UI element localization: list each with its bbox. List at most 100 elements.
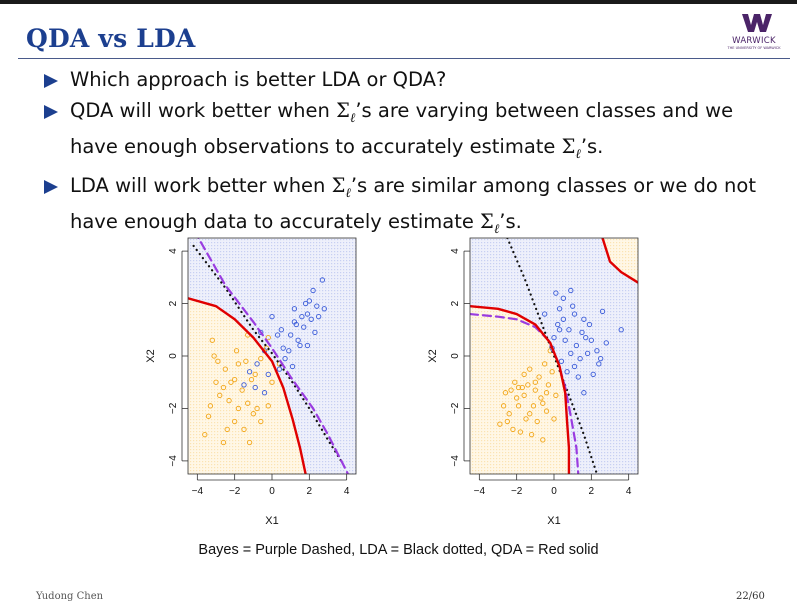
data-point-orange [508, 387, 514, 393]
data-point-orange [521, 371, 527, 378]
y-tick-label: 0 [168, 353, 179, 359]
data-point-orange [215, 358, 221, 364]
sigma-symbol: Σ [561, 135, 576, 158]
data-point-orange [207, 403, 214, 409]
data-point-orange [514, 395, 520, 401]
qda-boundary-red-solid-corner [601, 238, 638, 284]
title-divider [18, 58, 790, 59]
data-point-blue [553, 290, 559, 296]
top-bar [0, 0, 797, 4]
data-point-blue [299, 314, 305, 320]
data-point-orange [527, 411, 533, 417]
data-point-blue [304, 311, 311, 317]
data-point-blue [571, 363, 578, 370]
data-point-orange [235, 361, 242, 367]
data-point-orange [246, 439, 253, 446]
x-tick-label: 0 [269, 486, 275, 497]
data-point-orange [530, 403, 537, 409]
region-orange-corner [602, 238, 638, 283]
bullet-text: ’s are similar among classes or we do no… [70, 174, 756, 233]
data-point-blue [291, 306, 298, 312]
x-tick-label: 4 [344, 486, 350, 497]
data-point-blue [558, 358, 565, 364]
bullet-item: Which approach is better LDA or QDA? [44, 66, 784, 94]
data-point-orange [228, 379, 234, 385]
bullet-list: Which approach is better LDA or QDA? QDA… [44, 66, 784, 247]
data-point-orange [258, 418, 264, 425]
data-point-orange [517, 429, 524, 435]
data-point-orange [527, 366, 533, 372]
bullet-item: QDA will work better when Σℓ’s are varyi… [44, 97, 784, 169]
data-point-orange [551, 416, 557, 422]
left-panel-plot [188, 238, 356, 474]
y-axis-label: X2 [145, 349, 157, 362]
data-point-blue [306, 298, 312, 304]
y-tick-label: 0 [450, 353, 461, 359]
data-point-orange [549, 369, 555, 375]
data-point-orange [523, 416, 529, 422]
data-point-blue [288, 332, 294, 338]
region-orange [470, 306, 569, 474]
bullet-triangle-icon [44, 105, 58, 119]
data-point-orange [497, 421, 503, 427]
data-point-blue [246, 369, 253, 375]
data-point-orange [512, 379, 518, 385]
data-point-blue [297, 342, 303, 349]
footer-page-number: 22/60 [736, 591, 765, 602]
data-point-blue [584, 350, 591, 357]
data-point-blue [571, 311, 578, 317]
data-point-blue [566, 327, 572, 333]
data-point-blue [583, 334, 589, 341]
data-point-blue [269, 314, 275, 320]
bayes-boundary-purple-dashed [197, 238, 350, 474]
data-point-blue [302, 300, 309, 307]
y-tick-label: 2 [450, 300, 461, 306]
x-tick-label: −4 [474, 486, 486, 497]
data-point-orange [519, 384, 525, 391]
data-point-blue [304, 342, 311, 349]
data-point-blue [551, 334, 557, 341]
data-point-orange [536, 374, 542, 380]
slide-title: QDA vs LDA [26, 24, 196, 53]
data-point-orange [209, 337, 215, 343]
data-point-blue [265, 371, 271, 378]
y-tick-label: 4 [450, 248, 461, 254]
data-point-blue [312, 329, 318, 336]
sigma-symbol: Σ [336, 99, 350, 122]
data-point-blue [316, 314, 322, 320]
qda-boundary-red-solid [188, 297, 307, 474]
data-point-orange [245, 400, 251, 406]
data-point-orange [258, 355, 264, 362]
footer-author: Yudong Chen [36, 591, 104, 602]
data-point-blue [603, 340, 609, 346]
bullet-text: ’s. [499, 210, 522, 233]
data-point-blue [588, 337, 594, 343]
data-point-orange [222, 366, 228, 372]
right-panel-plot [470, 238, 638, 474]
data-point-orange [542, 361, 548, 367]
data-point-orange [217, 392, 223, 398]
data-point-orange [510, 426, 516, 433]
data-point-blue [555, 321, 561, 328]
bullet-text: ’s are varying between classes and we ha… [70, 99, 734, 158]
data-point-blue [586, 321, 593, 328]
data-point-orange [220, 439, 227, 446]
warwick-logo: WARWICK THE UNIVERSITY OF WARWICK [722, 12, 786, 52]
data-point-orange [205, 413, 212, 419]
bullet-triangle-icon [44, 180, 58, 194]
x-tick-label: −2 [229, 486, 241, 497]
data-point-blue [560, 316, 566, 322]
data-point-blue [599, 308, 606, 315]
logo-name: WARWICK [732, 36, 776, 46]
decision-boundary-figure: −4 −4 −2 −2 0 0 2 2 4 4 X1 X2 −4 −4 −2 −2 0 0 2 2 4 4 X1 X2 [145, 237, 639, 527]
bullet-text: QDA will work better when [70, 99, 337, 122]
figure-caption: Bayes = Purple Dashed, LDA = Black dotte… [198, 542, 599, 558]
sigma-symbol: Σ [480, 210, 494, 233]
data-point-orange [540, 400, 546, 406]
data-point-orange [534, 418, 540, 425]
data-point-blue [280, 345, 286, 351]
y-tick-label: 2 [168, 300, 179, 306]
data-point-blue [308, 316, 314, 322]
data-point-orange [269, 379, 275, 385]
bullet-triangle-icon [44, 74, 58, 88]
